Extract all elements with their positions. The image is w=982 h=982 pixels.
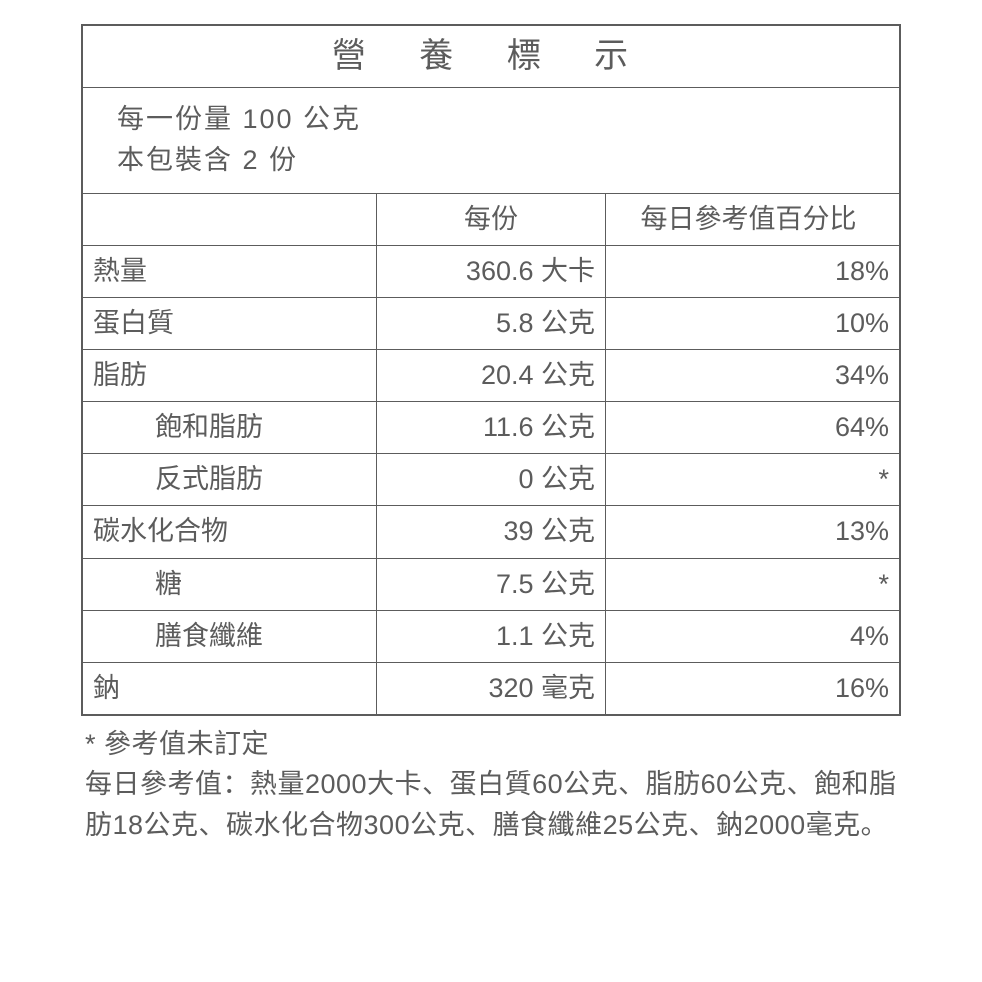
- table-row: 飽和脂肪11.6 公克64%: [82, 402, 900, 454]
- nutrient-name: 飽和脂肪: [82, 402, 376, 454]
- table-row: 糖7.5 公克*: [82, 558, 900, 610]
- header-row: 每份 每日參考值百分比: [82, 193, 900, 245]
- nutrient-name: 反式脂肪: [82, 454, 376, 506]
- nutrient-name: 熱量: [82, 245, 376, 297]
- title-row: 營 養 標 示: [82, 25, 900, 88]
- footnotes: * 參考值未訂定 每日參考值：熱量2000大卡、蛋白質60公克、脂肪60公克、飽…: [81, 724, 901, 846]
- nutrient-daily-value: 18%: [606, 245, 901, 297]
- serving-info: 每一份量 100 公克 本包裝含 2 份: [82, 88, 900, 193]
- nutrient-daily-value: 64%: [606, 402, 901, 454]
- header-blank: [82, 193, 376, 245]
- nutrient-per-serving: 0 公克: [376, 454, 605, 506]
- nutrient-name: 碳水化合物: [82, 506, 376, 558]
- nutrient-per-serving: 5.8 公克: [376, 297, 605, 349]
- nutrient-daily-value: 34%: [606, 350, 901, 402]
- nutrient-per-serving: 320 毫克: [376, 662, 605, 715]
- nutrient-per-serving: 39 公克: [376, 506, 605, 558]
- table-row: 反式脂肪0 公克*: [82, 454, 900, 506]
- table-row: 鈉320 毫克16%: [82, 662, 900, 715]
- nutrient-name: 糖: [82, 558, 376, 610]
- table-row: 碳水化合物39 公克13%: [82, 506, 900, 558]
- nutrient-per-serving: 20.4 公克: [376, 350, 605, 402]
- servings-per-pack: 本包裝含 2 份: [117, 141, 889, 180]
- table-row: 蛋白質5.8 公克10%: [82, 297, 900, 349]
- nutrient-per-serving: 7.5 公克: [376, 558, 605, 610]
- nutrient-name: 膳食纖維: [82, 610, 376, 662]
- serving-size: 每一份量 100 公克: [117, 100, 889, 139]
- nutrition-label: 營 養 標 示 每一份量 100 公克 本包裝含 2 份 每份 每日參考值百分比…: [81, 24, 901, 845]
- header-daily-value: 每日參考值百分比: [606, 193, 901, 245]
- nutrient-daily-value: *: [606, 558, 901, 610]
- nutrient-per-serving: 1.1 公克: [376, 610, 605, 662]
- nutrient-daily-value: *: [606, 454, 901, 506]
- nutrient-name: 蛋白質: [82, 297, 376, 349]
- nutrient-per-serving: 360.6 大卡: [376, 245, 605, 297]
- table-row: 脂肪20.4 公克34%: [82, 350, 900, 402]
- info-row: 每一份量 100 公克 本包裝含 2 份: [82, 88, 900, 193]
- nutrient-daily-value: 10%: [606, 297, 901, 349]
- nutrient-name: 鈉: [82, 662, 376, 715]
- header-per-serving: 每份: [376, 193, 605, 245]
- footnote-asterisk: * 參考值未訂定: [85, 724, 897, 765]
- table-row: 膳食纖維1.1 公克4%: [82, 610, 900, 662]
- footnote-reference: 每日參考值：熱量2000大卡、蛋白質60公克、脂肪60公克、飽和脂肪18公克、碳…: [85, 764, 897, 845]
- nutrient-daily-value: 16%: [606, 662, 901, 715]
- table-row: 熱量360.6 大卡18%: [82, 245, 900, 297]
- table-title: 營 養 標 示: [82, 25, 900, 88]
- nutrient-daily-value: 13%: [606, 506, 901, 558]
- nutrient-name: 脂肪: [82, 350, 376, 402]
- nutrition-table: 營 養 標 示 每一份量 100 公克 本包裝含 2 份 每份 每日參考值百分比…: [81, 24, 901, 716]
- nutrient-daily-value: 4%: [606, 610, 901, 662]
- nutrition-rows: 熱量360.6 大卡18%蛋白質5.8 公克10%脂肪20.4 公克34%飽和脂…: [82, 245, 900, 715]
- nutrient-per-serving: 11.6 公克: [376, 402, 605, 454]
